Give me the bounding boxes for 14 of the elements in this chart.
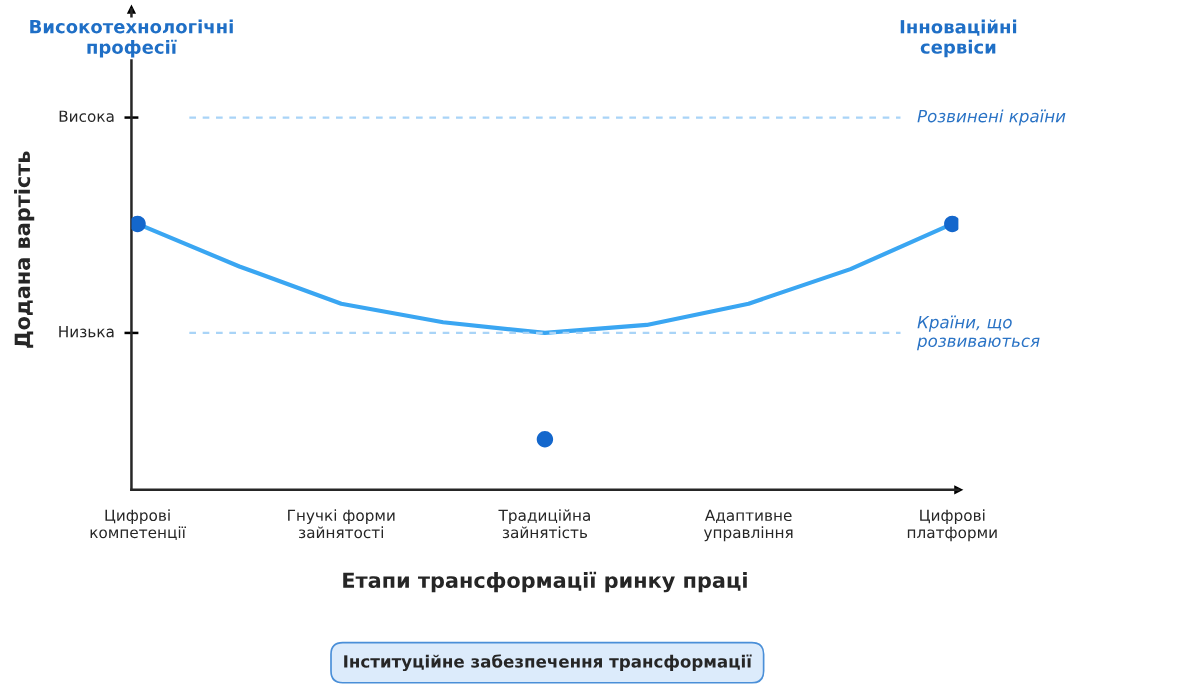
text: Низька <box>59 326 114 338</box>
x-tick-label: Цифрові компетенції <box>90 509 186 541</box>
x-tick-label: Цифрові платформи <box>907 509 997 542</box>
x-axis-title: Етапи трансформації ринку праці <box>343 571 747 593</box>
ref-line-label: Країни, що розвиваються <box>916 315 1040 351</box>
x-tick-label: Традиційна зайнятість <box>498 509 590 539</box>
ref-line-label: Розвинені країни <box>917 109 1066 126</box>
text: Високотехнологічні професії <box>30 19 233 58</box>
text: Інституційне забезпечення трансформації <box>344 654 752 672</box>
y-axis-title: Додана вартість <box>14 151 35 348</box>
x-tick-label: Адаптивне управління <box>703 509 793 542</box>
text: Інноваційні сервіси <box>900 19 1017 58</box>
x-tick-label: Гнучкі форми зайнятості <box>288 509 395 539</box>
text: Висока <box>59 110 114 122</box>
